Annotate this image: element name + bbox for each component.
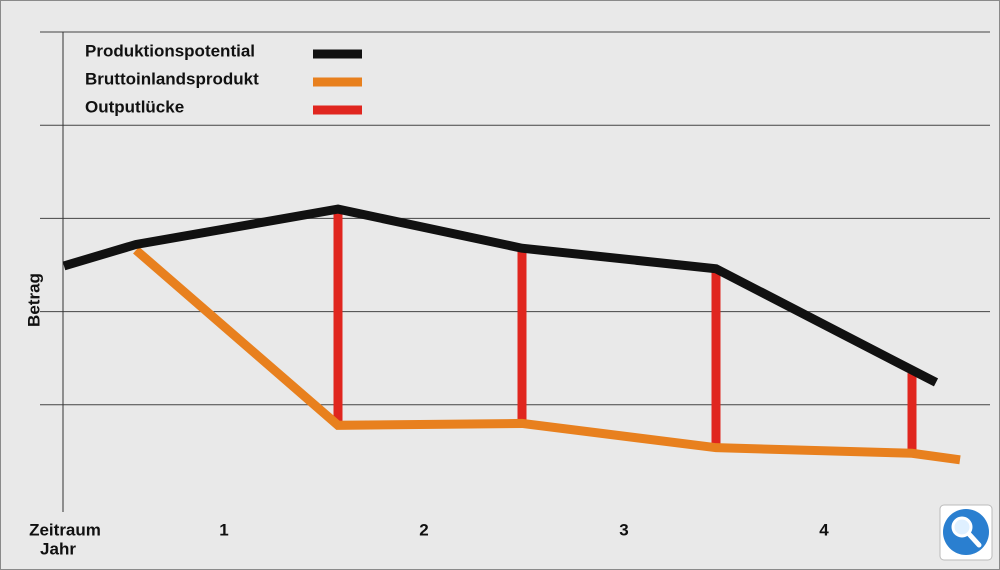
x-tick-label: 4	[819, 520, 829, 539]
zoom-button[interactable]	[939, 504, 993, 561]
zoom-lens	[951, 516, 973, 538]
zoom-handle	[966, 531, 982, 548]
series-line	[62, 204, 939, 387]
legend-label: Bruttoinlandsprodukt	[85, 69, 259, 88]
x-tick-label: 2	[419, 520, 428, 539]
x-tick-label: 3	[619, 520, 628, 539]
x-axis-label: Jahr	[40, 539, 76, 558]
x-axis-label: Zeitraum	[29, 520, 101, 539]
series-line	[133, 246, 961, 465]
x-tick-label: 1	[219, 520, 228, 539]
legend-label: Produktionspotential	[85, 41, 255, 60]
y-axis-label: Betrag	[24, 273, 43, 327]
legend-label: Outputlücke	[85, 97, 184, 116]
